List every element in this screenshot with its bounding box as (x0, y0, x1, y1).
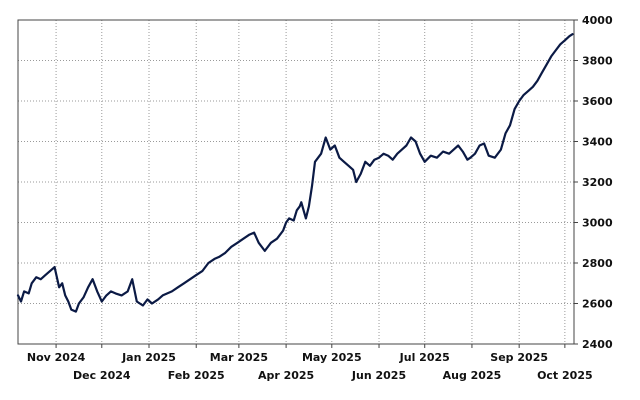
x-tick-label: Jun 2025 (351, 369, 406, 382)
x-tick-label: May 2025 (302, 351, 362, 364)
y-tick-label: 2600 (582, 298, 613, 311)
y-tick-label: 3800 (582, 55, 613, 68)
x-tick-label: Dec 2024 (73, 369, 131, 382)
y-tick-label: 4000 (582, 14, 613, 27)
y-tick-label: 2400 (582, 338, 613, 351)
x-axis: Nov 2024 Dec 2024 Jan 2025 Feb 2025 Mar 2025… (27, 344, 593, 382)
x-tick-label: Jul 2025 (399, 351, 450, 364)
x-tick-label: Feb 2025 (168, 369, 225, 382)
x-tick-label: Aug 2025 (443, 369, 502, 382)
series-line (16, 33, 574, 313)
x-tick-label: Oct 2025 (537, 369, 593, 382)
x-tick-label: Mar 2025 (210, 351, 268, 364)
x-tick-label: Jan 2025 (121, 351, 176, 364)
grid (18, 19, 574, 345)
y-tick-label: 3200 (582, 176, 613, 189)
y-tick-label: 3600 (582, 95, 613, 108)
x-tick-label: Sep 2025 (490, 351, 548, 364)
y-tick-label: 2800 (582, 257, 613, 270)
x-tick-label: Apr 2025 (258, 369, 314, 382)
x-tick-label: Nov 2024 (27, 351, 86, 364)
y-axis: 2400 2600 2800 3000 3200 3400 3600 3800 4000 (574, 14, 613, 351)
y-tick-label: 3400 (582, 136, 613, 149)
y-tick-label: 3000 (582, 217, 613, 230)
